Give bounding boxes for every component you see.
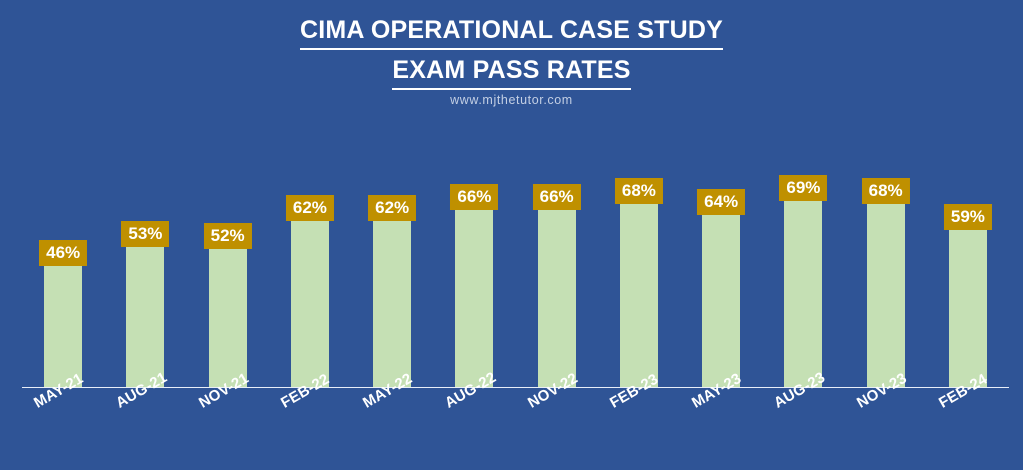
cat-slot-7: FEB-23 bbox=[598, 371, 680, 459]
bar-slot-aug-23: 69% bbox=[762, 130, 844, 387]
chart-title-block: CIMA OPERATIONAL CASE STUDY EXAM PASS RA… bbox=[0, 14, 1023, 90]
bar-slot-feb-23: 68% bbox=[598, 130, 680, 387]
page-title-second-line: EXAM PASS RATES bbox=[392, 54, 631, 90]
bar bbox=[208, 240, 247, 387]
bar-value-label: 53% bbox=[121, 221, 170, 247]
bar bbox=[373, 212, 412, 387]
bar-value-label: 68% bbox=[861, 178, 910, 204]
cat-slot-3: FEB-22 bbox=[269, 371, 351, 459]
bar-slot-nov-22: 66% bbox=[516, 130, 598, 387]
bar-slot-aug-21: 53% bbox=[104, 130, 186, 387]
bar bbox=[948, 221, 987, 387]
x-axis-categories: MAY-21 AUG-21 NOV-21 FEB-22 MAY-22 AUG-2… bbox=[22, 369, 1009, 459]
bar-slot-nov-23: 68% bbox=[845, 130, 927, 387]
bar-slot-may-23: 64% bbox=[680, 130, 762, 387]
cat-slot-10: NOV-23 bbox=[845, 370, 927, 459]
cat-slot-9: AUG-23 bbox=[762, 369, 844, 459]
bar-value-label: 52% bbox=[203, 223, 252, 249]
bar-value-label: 69% bbox=[779, 175, 828, 201]
bar-slot-nov-21: 52% bbox=[187, 130, 269, 387]
bar bbox=[455, 201, 494, 387]
bar-value-label: 59% bbox=[943, 204, 992, 230]
bar bbox=[619, 195, 658, 387]
page-title: CIMA OPERATIONAL CASE STUDY bbox=[299, 14, 723, 50]
bar-series: 46% 53% 52% 62% 62% 66% bbox=[22, 130, 1009, 387]
bar bbox=[866, 195, 905, 387]
bar-value-label: 66% bbox=[450, 184, 499, 210]
cat-slot-11: FEB-24 bbox=[927, 371, 1009, 459]
bar-slot-feb-22: 62% bbox=[269, 130, 351, 387]
bar-value-label: 62% bbox=[368, 195, 417, 221]
plot-area: 46% 53% 52% 62% 62% 66% bbox=[22, 130, 1009, 388]
bar-value-label: 62% bbox=[285, 195, 334, 221]
cat-slot-0: MAY-21 bbox=[22, 370, 104, 459]
bar bbox=[784, 192, 823, 387]
cat-slot-1: AUG-21 bbox=[104, 369, 186, 459]
bar-value-label: 66% bbox=[532, 184, 581, 210]
bar bbox=[702, 206, 741, 387]
bar-value-label: 68% bbox=[614, 178, 663, 204]
x-axis-line bbox=[22, 387, 1009, 388]
bar-slot-may-22: 62% bbox=[351, 130, 433, 387]
cat-slot-4: MAY-22 bbox=[351, 370, 433, 459]
cat-slot-5: AUG-22 bbox=[433, 369, 515, 459]
bar-value-label: 64% bbox=[697, 189, 746, 215]
cat-slot-8: MAY-23 bbox=[680, 370, 762, 459]
bar bbox=[537, 201, 576, 387]
cat-slot-6: NOV-22 bbox=[516, 370, 598, 459]
bar bbox=[290, 212, 329, 387]
chart-subtitle: www.mjthetutor.com bbox=[450, 93, 573, 107]
bar-slot-may-21: 46% bbox=[22, 130, 104, 387]
bar bbox=[44, 257, 83, 387]
cat-slot-2: NOV-21 bbox=[187, 370, 269, 459]
bar bbox=[126, 238, 165, 387]
bar-slot-feb-24: 59% bbox=[927, 130, 1009, 387]
bar-value-label: 46% bbox=[39, 240, 88, 266]
bar-slot-aug-22: 66% bbox=[433, 130, 515, 387]
